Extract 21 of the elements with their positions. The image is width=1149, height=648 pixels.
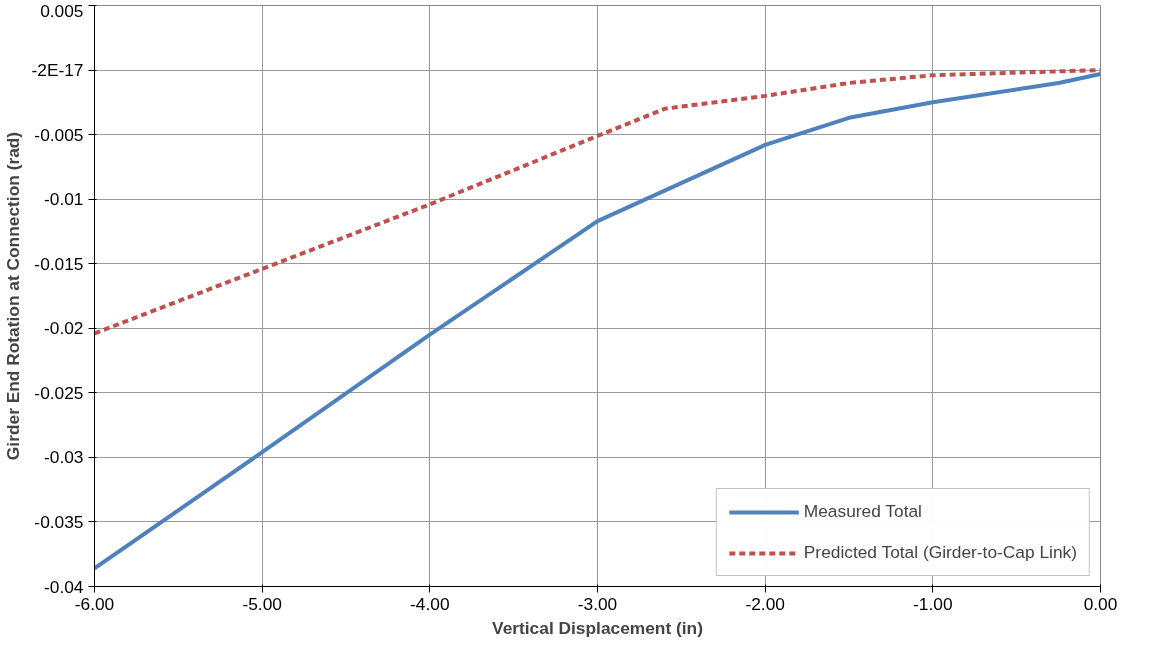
- line-series: [94, 68, 1101, 336]
- x-tick-label: -5.00: [242, 593, 282, 614]
- y-tick-label: -0.01: [44, 189, 84, 210]
- legend-label: Predicted Total (Girder-to-Cap Link): [803, 542, 1077, 563]
- x-tick-label: 0.00: [1083, 593, 1118, 614]
- y-tick-label: -0.025: [34, 382, 84, 403]
- x-tick-label: -4.00: [410, 593, 450, 614]
- x-axis-title: Vertical Displacement (in): [492, 617, 703, 638]
- x-tick-label: -2.00: [745, 593, 785, 614]
- y-tick-label: -2E-17: [31, 60, 84, 81]
- y-axis-title: Girder End Rotation at Connection (rad): [3, 131, 24, 461]
- y-tick-label: 0.005: [40, 0, 84, 21]
- legend-label: Measured Total: [803, 501, 923, 522]
- y-tick-label: -0.005: [34, 124, 84, 145]
- y-tick-label: -0.015: [34, 253, 84, 274]
- y-tick-label: -0.035: [34, 511, 84, 532]
- line-series: [94, 71, 1101, 571]
- y-tick-label: -0.03: [44, 447, 84, 468]
- x-tick-label: -1.00: [913, 593, 953, 614]
- x-tick-label: -3.00: [577, 593, 618, 614]
- y-tick-label: -0.02: [44, 318, 84, 339]
